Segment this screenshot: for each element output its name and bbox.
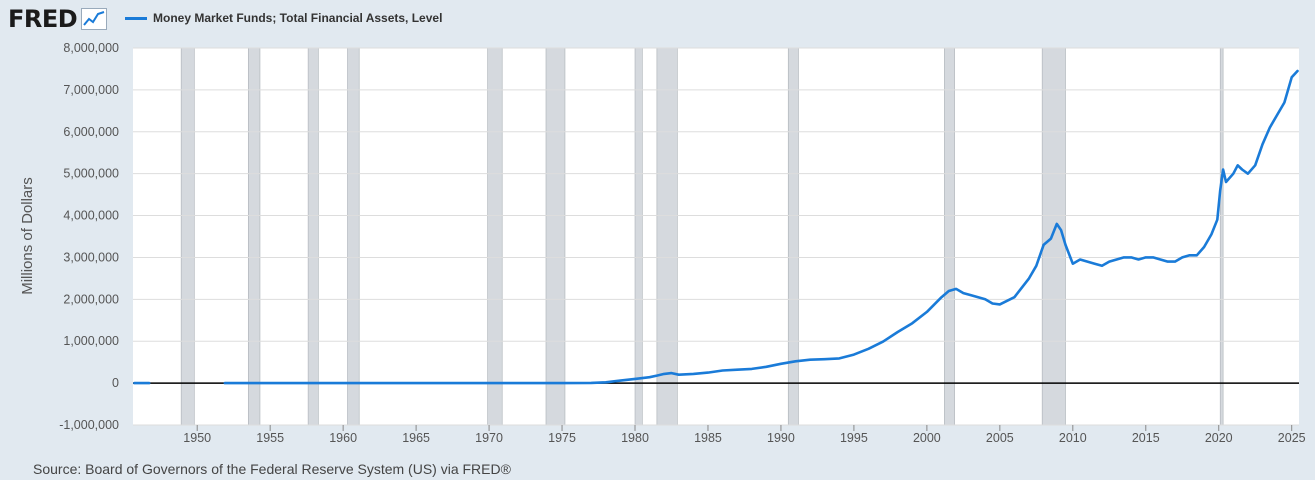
x-tick-label: 1965	[402, 431, 430, 445]
recession-band	[634, 47, 643, 426]
series-layer	[133, 69, 1299, 385]
y-tick-label: 5,000,000	[63, 167, 119, 181]
fred-logo[interactable]: FRED	[8, 5, 78, 33]
y-axis-ticks: -1,000,000 0 1,000,000 2,000,000 3,000,000 4,…	[59, 41, 119, 432]
recession-band	[347, 47, 360, 426]
recession-band	[944, 47, 955, 426]
recession-band	[487, 47, 503, 426]
line-chart-icon	[81, 8, 108, 30]
fred-header: FRED	[8, 4, 108, 34]
recession-band	[787, 47, 799, 426]
x-axis-ticks: 1950 1955 1960 1965 1970 1975 1980 1985 1990 1995…	[183, 425, 1306, 445]
recession-band	[545, 47, 566, 426]
x-tick-label: 1950	[183, 431, 211, 445]
source-note: Source: Board of Governors of the Federa…	[33, 461, 511, 477]
y-tick-label: 4,000,000	[63, 209, 119, 223]
y-axis-label: Millions of Dollars	[19, 177, 36, 295]
y-tick-label: 1,000,000	[63, 334, 119, 348]
recession-band	[656, 47, 678, 426]
series-line	[223, 69, 1299, 385]
recession-band	[1219, 47, 1224, 426]
x-tick-label: 1975	[548, 431, 576, 445]
y-tick-label: 6,000,000	[63, 125, 119, 139]
chart-legend: Money Market Funds; Total Financial Asse…	[125, 11, 442, 25]
plot-area	[133, 48, 1299, 425]
x-tick-label: 1980	[621, 431, 649, 445]
recession-band	[307, 47, 319, 426]
x-tick-label: 1955	[256, 431, 284, 445]
y-tick-label: 2,000,000	[63, 292, 119, 306]
x-tick-label: 1990	[767, 431, 795, 445]
recession-band	[180, 47, 195, 426]
x-tick-label: 2005	[986, 431, 1014, 445]
x-tick-label: 1970	[475, 431, 503, 445]
y-tick-label: 3,000,000	[63, 250, 119, 264]
x-tick-label: 2010	[1059, 431, 1087, 445]
recession-band	[247, 47, 261, 426]
x-tick-label: 1960	[329, 431, 357, 445]
legend-label: Money Market Funds; Total Financial Asse…	[153, 11, 443, 25]
x-tick-label: 2000	[913, 431, 941, 445]
grid-lines	[133, 47, 1299, 426]
x-tick-label: 1995	[840, 431, 868, 445]
x-tick-label: 2015	[1132, 431, 1160, 445]
legend-swatch	[125, 16, 147, 20]
y-tick-label: 7,000,000	[63, 83, 119, 97]
x-tick-label: 2020	[1205, 431, 1233, 445]
x-tick-label: 2025	[1278, 431, 1306, 445]
x-tick-label: 1985	[694, 431, 722, 445]
y-tick-label: 8,000,000	[63, 41, 119, 55]
y-tick-label: -1,000,000	[59, 418, 119, 432]
y-tick-label: 0	[112, 376, 119, 390]
